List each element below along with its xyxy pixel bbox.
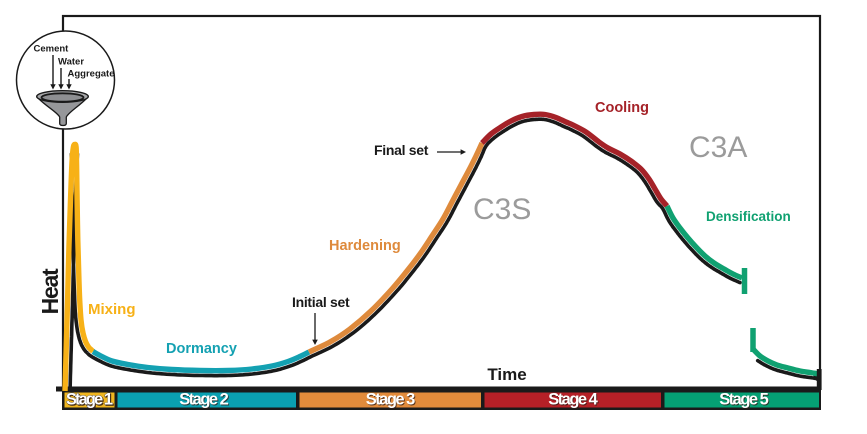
svg-text:Stage 3: Stage 3	[366, 391, 416, 409]
svg-text:Heat: Heat	[37, 268, 63, 314]
svg-text:Initial set: Initial set	[292, 294, 350, 310]
svg-text:Stage 2: Stage 2	[179, 391, 229, 409]
svg-text:Stage 4: Stage 4	[548, 391, 598, 409]
svg-text:Dormancy: Dormancy	[166, 341, 237, 357]
svg-text:Aggregate: Aggregate	[68, 69, 115, 80]
svg-text:Final set: Final set	[374, 142, 429, 158]
svg-text:Stage 5: Stage 5	[719, 391, 769, 409]
svg-text:Stage 1: Stage 1	[66, 391, 113, 409]
svg-text:Time: Time	[487, 365, 526, 384]
svg-text:Water: Water	[58, 57, 84, 68]
svg-text:Mixing: Mixing	[88, 301, 136, 318]
svg-text:Densification: Densification	[706, 209, 791, 224]
svg-text:Hardening: Hardening	[329, 238, 401, 254]
svg-text:C3S: C3S	[473, 193, 531, 226]
svg-text:Cement: Cement	[34, 44, 70, 55]
svg-text:C3A: C3A	[689, 131, 747, 164]
svg-text:Cooling: Cooling	[595, 100, 649, 116]
